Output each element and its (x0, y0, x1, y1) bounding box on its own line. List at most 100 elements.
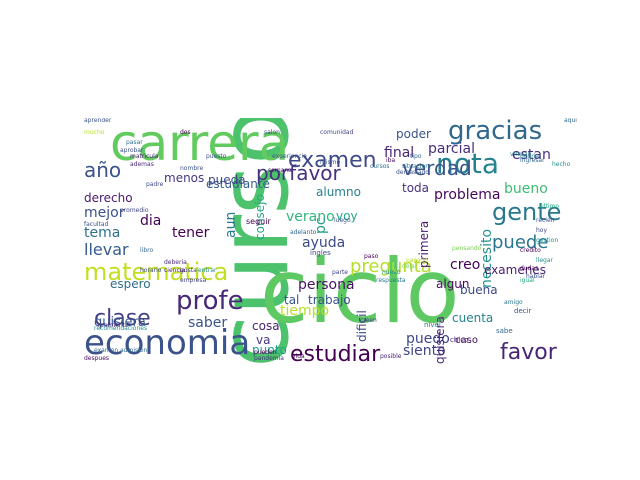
word-tipo: tipo (410, 153, 422, 160)
word-algun: algun (436, 277, 470, 291)
word-nivel: nivel (424, 321, 441, 329)
word-cursos: cursos (370, 163, 390, 170)
word-situacion: situacion (402, 163, 430, 170)
word-cosa: cosa (252, 319, 280, 333)
word-dificil: dificil (355, 310, 369, 342)
word-creo: creo (450, 257, 481, 273)
word-ciencia: ciencia (164, 267, 186, 274)
word-final: final (384, 145, 415, 161)
word-promedio: promedio (120, 207, 149, 214)
word-problema: problema (434, 187, 501, 203)
word-va: va (256, 333, 271, 347)
word-salon: salon (264, 129, 280, 136)
word-experiencia: experiencia (272, 153, 307, 160)
word-alumno: alumno (316, 185, 361, 199)
word-luego: luego (334, 217, 351, 224)
word-credito: credito (520, 247, 541, 254)
word-padre: padre (146, 181, 164, 188)
word-clase: clase (94, 306, 151, 331)
word-carrera: carrera (110, 118, 290, 172)
word-necesito: necesito (479, 228, 495, 288)
word-llegar: llegar (536, 257, 553, 264)
word-saber: saber (188, 315, 228, 331)
word-pasar: pasar (126, 139, 143, 146)
word-espero: espero (110, 277, 151, 291)
word-mismo: mismo (320, 159, 341, 166)
word-siento: siento (403, 343, 446, 359)
word-virtual: virtual (510, 151, 530, 158)
word-gente: gente (492, 198, 562, 226)
word-recien: recien (536, 217, 555, 224)
word-ciclo: ciclo (260, 240, 460, 343)
word-trabajo: trabajo (308, 293, 351, 307)
word-parte: parte (332, 269, 348, 276)
word-horario: horario (140, 267, 162, 274)
word-vida: vida (292, 353, 305, 360)
word-cloud: curso ciclo carrera economia matematica graci… (80, 118, 580, 368)
word-semana: semana (268, 167, 292, 174)
word-iba: iba (386, 157, 396, 164)
word-pueden: pueden (254, 349, 277, 356)
word-derecho: derecho (84, 191, 133, 205)
word-gracias: gracias (448, 118, 543, 146)
word-tiempo: tiempo (280, 303, 330, 319)
word-pensando: pensando (452, 245, 482, 252)
word-verdad: verdad (402, 156, 472, 180)
word-pandemia: pandemia (254, 355, 284, 362)
word-entrar: entrar (198, 267, 217, 274)
word-profe: profe (176, 286, 244, 316)
word-facultad: facultad (84, 221, 109, 228)
word-estudiar: estudiar (290, 342, 381, 367)
word-gestion: gestion (536, 237, 559, 244)
word-puede: puede (492, 232, 549, 253)
word-aqui: aqui (564, 118, 577, 124)
word-estudiante: estudiante (206, 177, 270, 191)
word-estan: estan (512, 147, 551, 163)
word-adelanto: adelanto (290, 229, 317, 236)
word-parcial: parcial (428, 141, 475, 157)
word-dos: dos (180, 129, 191, 136)
word-despues: despues (84, 355, 110, 362)
word-examen: examen (288, 148, 377, 173)
word-seguir: seguir (246, 217, 271, 226)
word-hablar: hablar (526, 273, 546, 280)
word-voy: voy (336, 209, 358, 223)
word-comunidad: comunidad (320, 129, 354, 136)
word-ayuda: ayuda (302, 235, 346, 251)
word-empresa: empresa (180, 277, 207, 284)
word-recomendaciones: recomendaciones (94, 325, 148, 332)
word-ultimo: ultimo (540, 203, 560, 210)
word-menos: menos (164, 171, 205, 185)
word-punto: punto (252, 343, 287, 357)
word-persona: persona (298, 277, 355, 293)
word-respuesta: respuesta (376, 277, 406, 284)
word-podria: podria (520, 153, 540, 160)
word-nota: nota (436, 147, 500, 180)
word-chico: chico (450, 336, 469, 344)
word-puedo: puedo (406, 331, 450, 347)
word-tal: tal (284, 293, 300, 307)
word-tener: tener (172, 225, 210, 241)
word-verano: verano (286, 209, 335, 225)
word-realmente: realmente (98, 322, 129, 329)
word-gusta: gusta (180, 267, 197, 274)
word-economia: economia (84, 323, 251, 363)
word-cuenta: cuenta (452, 311, 494, 325)
word-toda: toda (402, 181, 430, 195)
word-año: año (84, 158, 122, 182)
word-ingles: ingles (310, 249, 331, 257)
word-favor: favor (500, 340, 557, 365)
word-quisiera: quisiera (94, 315, 146, 330)
word-pasado: pasado (406, 257, 428, 264)
word-dejar: dejar (402, 263, 418, 270)
word-paso: paso (364, 253, 379, 260)
word-matricula: matricula (130, 153, 159, 160)
word-pueda: pueda (208, 173, 246, 187)
word-caso: caso (455, 335, 478, 346)
word-aprender: aprender (84, 118, 112, 124)
word-deberia: deberia (164, 259, 187, 266)
word-demasiado: demasiado (396, 169, 429, 176)
word-sabe: sabe (496, 327, 513, 335)
word-nuevo: nuevo (382, 269, 401, 276)
word-pregunta: pregunta (350, 256, 432, 277)
